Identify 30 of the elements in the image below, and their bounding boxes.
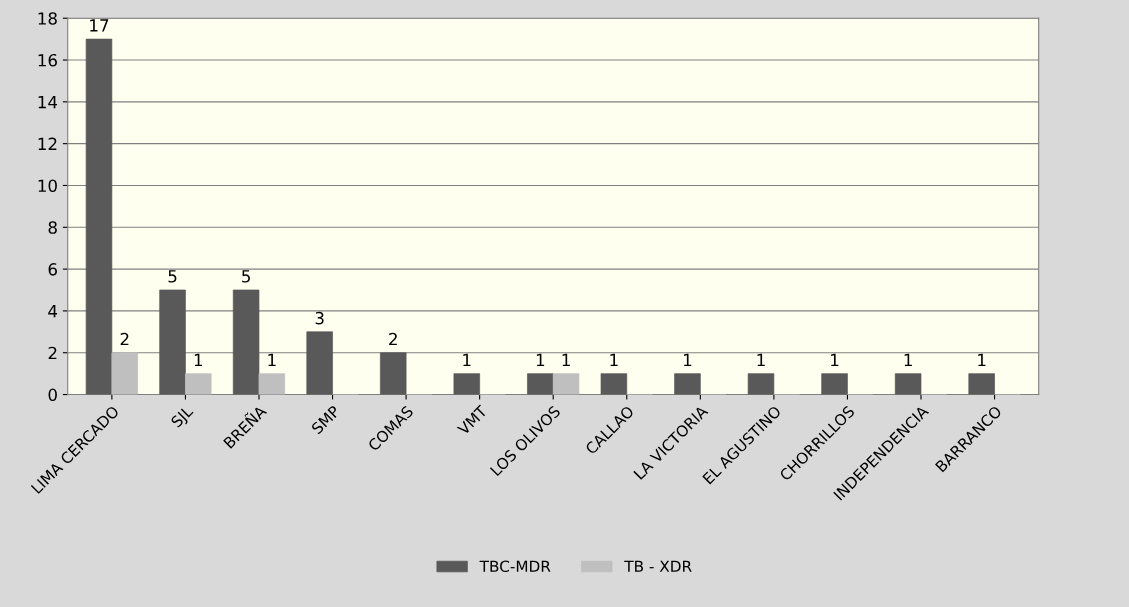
x-tick-label: SJL (170, 404, 196, 430)
data-label: 1 (268, 353, 276, 367)
data-label: 3 (315, 311, 324, 325)
data-label: 1 (536, 353, 545, 367)
data-label: 1 (831, 353, 839, 367)
data-label: 1 (904, 353, 912, 367)
data-label: 1 (757, 353, 765, 367)
y-tick-label: 6 (48, 263, 57, 276)
y-tick-label: 8 (48, 221, 57, 234)
data-label: 5 (168, 270, 177, 283)
data-label: 1 (610, 353, 618, 367)
legend-label: TBC-MDR (479, 560, 551, 573)
data-label: 1 (194, 353, 203, 367)
data-label: 1 (562, 353, 570, 367)
data-label: 1 (683, 353, 692, 367)
data-label: 1 (978, 353, 986, 367)
y-tick-label: 4 (48, 305, 58, 318)
data-label: 2 (389, 332, 397, 346)
y-tick-label: 2 (48, 346, 57, 360)
y-tick-label: 18 (38, 12, 57, 25)
data-label: 1 (463, 353, 471, 367)
data-label: 2 (120, 332, 129, 346)
legend-label: TB - XDR (624, 560, 692, 572)
y-tick-label: 0 (48, 388, 57, 402)
y-tick-label: 16 (38, 53, 57, 67)
data-label: 17 (90, 19, 109, 32)
y-tick-label: 10 (38, 179, 57, 193)
y-tick-label: 14 (38, 96, 58, 109)
y-tick-label: 12 (38, 137, 57, 150)
data-label: 5 (242, 270, 250, 283)
